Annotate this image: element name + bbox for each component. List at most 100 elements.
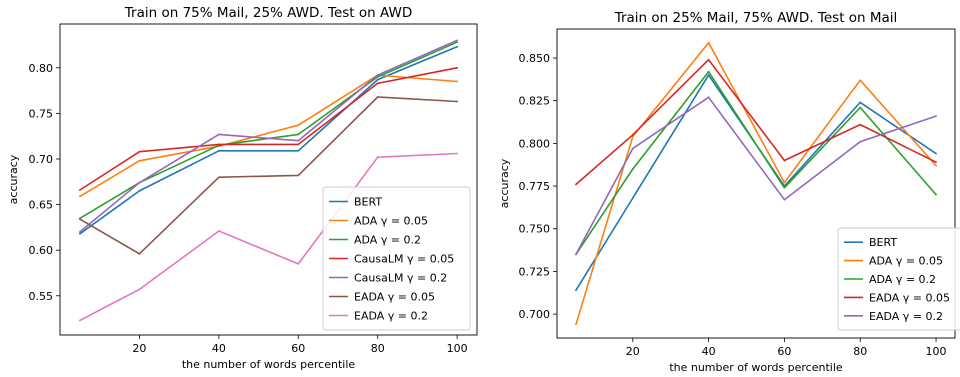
data-point (707, 58, 710, 61)
legend-box (837, 227, 960, 331)
data-point (935, 161, 937, 164)
y-axis-label: accuracy (7, 154, 20, 204)
data-point (783, 186, 786, 189)
data-point (707, 74, 710, 76)
data-point (138, 159, 141, 162)
data-point (707, 70, 710, 73)
legend-box (322, 186, 471, 331)
data-point (707, 96, 710, 99)
data-point (456, 45, 459, 48)
data-point (859, 140, 862, 143)
data-point (78, 232, 81, 235)
data-point (935, 164, 937, 167)
y-tick-label: 0.60 (29, 244, 54, 257)
y-tick-label: 0.75 (29, 107, 54, 120)
y-tick-label: 0.800 (519, 137, 551, 150)
data-point (575, 253, 577, 256)
data-point (217, 149, 220, 152)
data-point (859, 106, 862, 109)
legend-entry: ADA γ = 0.2 (869, 273, 936, 286)
y-tick-label: 0.850 (519, 52, 551, 65)
legend-entry: BERT (354, 196, 382, 209)
data-point (297, 143, 300, 146)
y-tick-label: 0.55 (29, 290, 54, 303)
y-tick-label: 0.750 (519, 223, 551, 236)
data-point (376, 96, 379, 98)
data-point (707, 41, 710, 44)
data-point (935, 193, 937, 196)
legend: BERT ADA γ = 0.05 ADA γ = 0.2 EADA γ = 0.05… (837, 227, 960, 331)
series-line-1 (575, 41, 937, 325)
data-point (297, 174, 300, 177)
legend-entry: EADA γ = 0.2 (869, 310, 943, 323)
series-line-0 (79, 46, 458, 235)
data-point (935, 152, 937, 155)
series-line-6 (79, 152, 458, 322)
data-point (376, 78, 379, 81)
series-line-4 (79, 39, 458, 233)
x-axis-label: the number of words percentile (669, 361, 843, 374)
data-point (456, 100, 459, 103)
data-point (297, 133, 300, 136)
x-tick-label: 100 (926, 345, 947, 358)
chart-title: Train on 75% Mail, 25% AWD. Test on AWD (124, 5, 412, 21)
data-point (78, 231, 81, 233)
data-point (376, 156, 379, 159)
y-tick-label: 0.700 (519, 308, 551, 321)
data-point (217, 143, 220, 146)
x-tick-label: 100 (447, 342, 468, 355)
x-tick-label: 20 (132, 342, 146, 355)
x-tick-label: 60 (777, 345, 791, 358)
data-point (78, 218, 81, 221)
right-chart-panel: Train on 25% Mail, 75% AWD. Test on Mail… (498, 10, 960, 374)
legend-entry: EADA γ = 0.2 (354, 310, 428, 323)
plot-frame (59, 23, 478, 336)
data-point (297, 124, 300, 127)
x-tick-label: 80 (853, 345, 867, 358)
series-line-4 (575, 96, 937, 255)
y-tick-label: 0.65 (29, 199, 54, 212)
legend: BERT ADA γ = 0.05 ADA γ = 0.2 CausaLM γ = 0… (322, 186, 471, 331)
series-line-3 (575, 58, 937, 186)
series-line-1 (79, 74, 458, 198)
legend-entry: CausaLM γ = 0.05 (354, 253, 454, 266)
data-point (78, 319, 81, 322)
chart-title: Train on 25% Mail, 75% AWD. Test on Mail (614, 10, 898, 26)
x-tick-label: 40 (702, 345, 716, 358)
data-point (78, 189, 81, 191)
data-point (297, 139, 300, 142)
data-point (783, 159, 786, 162)
y-tick-label: 0.775 (519, 180, 551, 193)
data-point (456, 39, 459, 42)
data-point (217, 230, 220, 232)
data-point (376, 82, 379, 85)
data-point (376, 74, 379, 76)
data-point (859, 79, 862, 82)
x-tick-label: 40 (212, 342, 226, 355)
data-point (783, 198, 786, 201)
data-point (631, 133, 634, 136)
data-point (935, 115, 937, 117)
data-point (575, 289, 577, 292)
legend-entry: ADA γ = 0.05 (869, 255, 943, 268)
legend-entry: EADA γ = 0.05 (354, 291, 435, 304)
data-point (217, 176, 220, 179)
x-tick-label: 60 (291, 342, 305, 355)
x-tick-label: 80 (371, 342, 385, 355)
legend-entry: BERT (869, 236, 897, 249)
y-axis-label: accuracy (498, 158, 511, 208)
data-point (138, 150, 141, 153)
data-point (631, 147, 634, 150)
data-point (631, 197, 634, 199)
series-line-2 (575, 70, 937, 255)
legend-entry: ADA γ = 0.05 (354, 215, 428, 228)
data-point (138, 288, 141, 291)
series-line-5 (79, 96, 458, 255)
data-point (138, 252, 141, 255)
left-chart-panel: Train on 75% Mail, 25% AWD. Test on AWD a… (7, 5, 478, 371)
data-point (783, 181, 786, 184)
legend-entry: CausaLM γ = 0.2 (354, 272, 447, 285)
data-point (217, 133, 220, 136)
data-point (631, 168, 634, 170)
